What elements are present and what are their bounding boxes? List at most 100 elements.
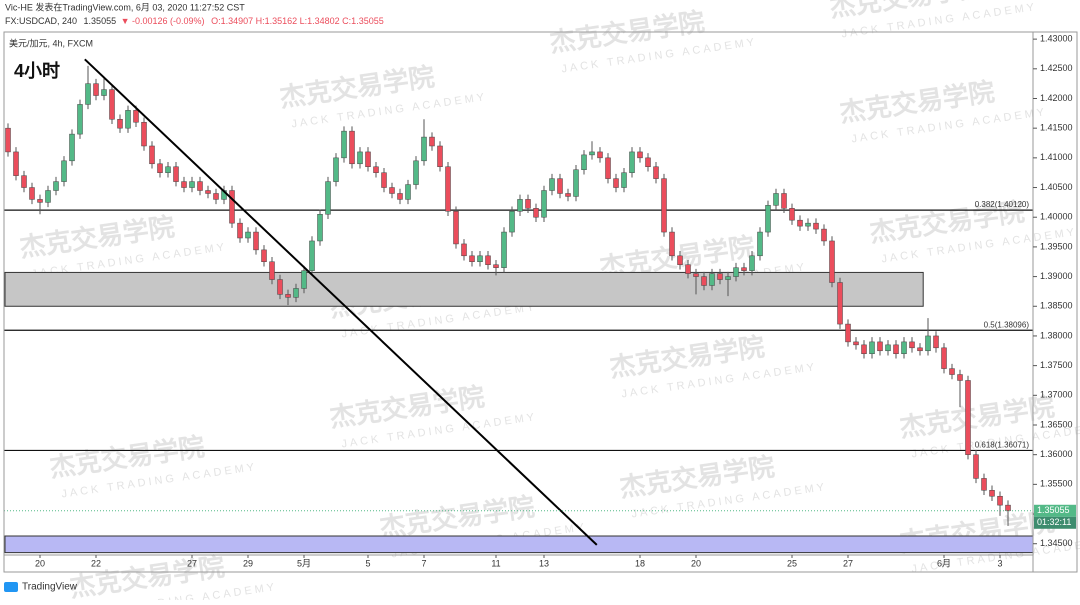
candle-body <box>941 347 947 369</box>
candle-body <box>101 89 107 96</box>
candle-body <box>933 335 939 349</box>
candle-body <box>109 89 115 120</box>
countdown-box <box>1034 516 1076 529</box>
candle-body <box>637 151 643 159</box>
candle-body <box>533 208 539 218</box>
candle-body <box>149 145 155 165</box>
candle-body <box>277 279 283 295</box>
candle-body <box>957 374 963 381</box>
candle-body <box>789 208 795 221</box>
candle-body <box>405 184 411 200</box>
candle-body <box>821 228 827 242</box>
candle-body <box>693 273 699 277</box>
candle-body <box>677 255 683 265</box>
candle-body <box>253 231 259 251</box>
candle-body <box>493 264 499 268</box>
y-tick-label: 1.36000 <box>1040 449 1073 459</box>
candle-body <box>29 187 35 200</box>
candle-body <box>77 104 83 135</box>
candle-body <box>805 222 811 227</box>
candle-body <box>765 205 771 233</box>
chart-frame <box>3 31 1078 573</box>
y-tick-label: 1.42500 <box>1040 63 1073 73</box>
candle-body <box>1005 504 1011 512</box>
candle-body <box>133 110 139 123</box>
candle-body <box>165 166 171 173</box>
x-tick-label: 5 <box>365 558 370 568</box>
y-tick-label: 1.34500 <box>1040 538 1073 548</box>
candle-body <box>829 240 835 283</box>
candle-body <box>813 222 819 230</box>
candle-body <box>717 273 723 280</box>
brand-logo <box>4 582 18 592</box>
candle-body <box>301 270 307 289</box>
brand-name[interactable]: TradingView <box>22 582 78 593</box>
candle-body <box>157 163 163 173</box>
candle-body <box>725 276 731 280</box>
candle-body <box>909 341 915 349</box>
y-tick-label: 1.36500 <box>1040 419 1073 429</box>
candle-body <box>589 151 595 156</box>
candle-body <box>685 264 691 274</box>
y-tick-label: 1.42000 <box>1040 93 1073 103</box>
header-last: 1.35055 <box>84 16 117 26</box>
last-price-box <box>1034 504 1076 517</box>
candle-body <box>621 172 627 188</box>
candle-body <box>741 267 747 271</box>
candle-body <box>141 121 147 147</box>
candle-body <box>317 213 323 242</box>
candle-body <box>125 110 131 129</box>
candle-body <box>477 255 483 262</box>
candle-body <box>261 249 267 262</box>
x-tick-label: 25 <box>787 558 797 568</box>
candle-body <box>645 157 651 168</box>
x-tick-label: 18 <box>635 558 645 568</box>
candle-body <box>53 181 59 191</box>
candle-body <box>213 193 219 200</box>
candle-body <box>525 199 531 209</box>
candle-body <box>61 160 67 182</box>
y-tick-label: 1.41500 <box>1040 123 1073 133</box>
candle-body <box>797 219 803 227</box>
candle-body <box>69 133 75 162</box>
series-legend: 美元/加元, 4h, FXCM <box>9 37 93 48</box>
candle-body <box>877 341 883 352</box>
y-tick-label: 1.35500 <box>1040 479 1073 489</box>
header-ohlc: O:1.34907 H:1.35162 L:1.34802 C:1.35055 <box>211 16 384 26</box>
candle-body <box>13 151 19 176</box>
candle-body <box>365 151 371 168</box>
candle-body <box>541 190 547 218</box>
candle-body <box>85 83 91 105</box>
candle-body <box>965 380 971 455</box>
candle-body <box>901 341 907 355</box>
candle-body <box>997 495 1003 506</box>
candle-body <box>973 454 979 479</box>
header-quote: FX:USDCAD, 240 1.35055 ▼ -0.00126 (-0.09… <box>5 16 384 26</box>
candle-body <box>117 119 123 129</box>
candle-body <box>229 190 235 224</box>
candle-body <box>269 261 275 280</box>
x-tick-label: 22 <box>91 558 101 568</box>
candle-body <box>893 344 899 355</box>
candle-body <box>949 368 955 375</box>
candle-body <box>653 166 659 179</box>
x-tick-label: 27 <box>187 558 197 568</box>
candle-body <box>501 231 507 268</box>
level-label: 0.5(1.38096) <box>984 320 1030 329</box>
annotation: 4小时 <box>14 61 60 81</box>
x-tick-label: 20 <box>35 558 45 568</box>
candle-body <box>293 288 299 298</box>
candle-body <box>573 169 579 197</box>
candle-body <box>925 335 931 352</box>
y-tick-label: 1.43000 <box>1040 33 1073 43</box>
candle-body <box>357 151 363 165</box>
last-price-label: 1.35055 <box>1037 505 1070 515</box>
candle-body <box>309 240 315 271</box>
candle-body <box>549 178 555 191</box>
candle-body <box>389 187 395 194</box>
level-label: 0.618(1.36071) <box>975 441 1030 450</box>
candle-body <box>509 211 515 233</box>
countdown-label: 01:32:11 <box>1037 517 1071 527</box>
level-label: 0.382(1.40120) <box>975 200 1030 209</box>
